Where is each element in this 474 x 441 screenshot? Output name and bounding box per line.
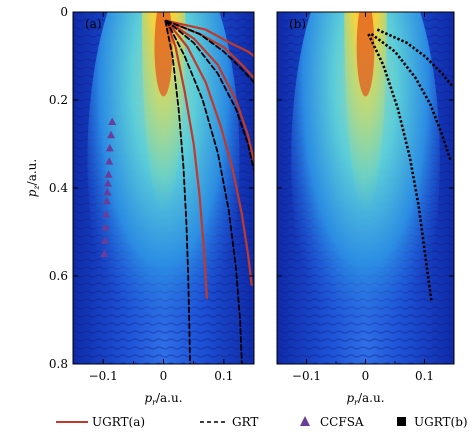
series-layer <box>367 28 454 303</box>
legend-label: UGRT(b) <box>414 415 468 429</box>
legend-swatch-square <box>397 417 406 426</box>
y-axis-label: pz/a.u. <box>25 159 41 197</box>
heatmap-core-hot <box>356 12 375 97</box>
legend-item-ugrt-b-: UGRT(b) <box>397 415 468 429</box>
ccfsa-point-0 <box>108 117 117 125</box>
x-tick-label-0: −0.1 <box>89 369 118 383</box>
x-axis-label: pr/a.u. <box>144 391 182 407</box>
legend-item-grt: GRT <box>200 415 258 429</box>
x-tick-label-2: 0.1 <box>415 369 434 383</box>
legend-swatch-triangle <box>300 416 310 426</box>
ccfsa-point-11 <box>100 249 109 257</box>
y-tick-label-3: 0.6 <box>49 269 68 283</box>
legend-label: CCFSA <box>320 415 364 429</box>
ccfsa-point-6 <box>103 187 112 196</box>
y-tick-label-2: 0.4 <box>49 181 68 195</box>
x-tick-label-1: 0 <box>160 369 168 383</box>
series-ugrt-a--line-4 <box>165 19 254 58</box>
x-axis-label: pr/a.u. <box>346 391 384 407</box>
ccfsa-point-2 <box>105 143 114 152</box>
legend-item-ugrt-a-: UGRT(a) <box>56 415 145 429</box>
ccfsa-point-1 <box>107 130 116 139</box>
panel-b: −0.1 0 0.1 (b) pr/a.u. <box>276 11 455 407</box>
panel-label: (a) <box>85 17 102 31</box>
ccfsa-point-9 <box>101 223 110 231</box>
heatmap-background <box>73 12 254 364</box>
legend-label: GRT <box>232 415 258 429</box>
series-ugrt-a--line-2 <box>165 19 254 163</box>
series-grt-line-3 <box>165 19 254 84</box>
ccfsa-point-5 <box>103 179 112 187</box>
y-tick-label-4: 0.8 <box>49 357 68 371</box>
series-grt-line-0 <box>164 19 191 364</box>
heatmap-core <box>344 12 387 213</box>
x-tick-label-0: −0.1 <box>292 369 321 383</box>
panel-a: −0.1 0 0.1 0 0.2 0.4 0.6 0.8 (a) pr/a.u. pz/a.u. <box>25 5 255 407</box>
y-tick-label-0: 0 <box>60 5 68 19</box>
heatmap-background <box>277 12 454 364</box>
legend-item-ccfsa: CCFSA <box>300 415 364 429</box>
ccfsa-point-8 <box>102 209 111 218</box>
series-grt-line-1 <box>165 19 243 364</box>
series-layer <box>100 19 254 364</box>
y-tick-label-1: 0.2 <box>49 93 68 107</box>
legend-label: UGRT(a) <box>92 415 145 429</box>
ccfsa-point-4 <box>104 170 113 178</box>
ccfsa-point-3 <box>105 157 114 165</box>
x-tick-label-1: 0 <box>362 369 370 383</box>
series-grt-line-2 <box>165 19 254 172</box>
ccfsa-point-10 <box>100 236 109 244</box>
ccfsa-point-7 <box>102 196 111 205</box>
legend: UGRT(a) GRT CCFSA UGRT(b) <box>56 415 468 429</box>
heatmap-core <box>141 12 186 213</box>
panel-label: (b) <box>289 17 306 31</box>
series-ugrt-a--line-1 <box>165 19 253 286</box>
series-ugrt-b--line-0 <box>367 33 433 303</box>
series-ugrt-a--line-0 <box>165 19 208 300</box>
series-ugrt-b--line-2 <box>376 28 454 88</box>
x-tick-label-2: 0.1 <box>214 369 233 383</box>
